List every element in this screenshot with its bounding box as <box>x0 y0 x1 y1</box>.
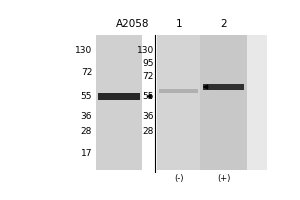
Text: 2: 2 <box>220 19 227 29</box>
Bar <box>157 35 266 170</box>
Text: 130: 130 <box>136 46 154 55</box>
Text: 1: 1 <box>176 19 182 29</box>
Text: 36: 36 <box>81 112 92 121</box>
Text: 55: 55 <box>81 92 92 101</box>
Text: 95: 95 <box>142 59 154 68</box>
Bar <box>157 35 200 170</box>
Text: 72: 72 <box>142 72 154 81</box>
Text: 130: 130 <box>75 46 92 55</box>
Text: 72: 72 <box>81 68 92 77</box>
Text: (+): (+) <box>217 174 230 183</box>
Text: 55: 55 <box>142 92 154 101</box>
Bar <box>96 35 142 170</box>
Text: 17: 17 <box>81 149 92 158</box>
Bar <box>96 35 142 170</box>
Bar <box>202 84 244 90</box>
Text: 36: 36 <box>142 112 154 121</box>
Bar <box>200 35 247 170</box>
Text: A2058: A2058 <box>116 19 150 29</box>
Text: 28: 28 <box>142 127 154 136</box>
Text: 28: 28 <box>81 127 92 136</box>
Bar <box>98 93 140 100</box>
Bar <box>159 89 198 93</box>
Text: (-): (-) <box>174 174 184 183</box>
